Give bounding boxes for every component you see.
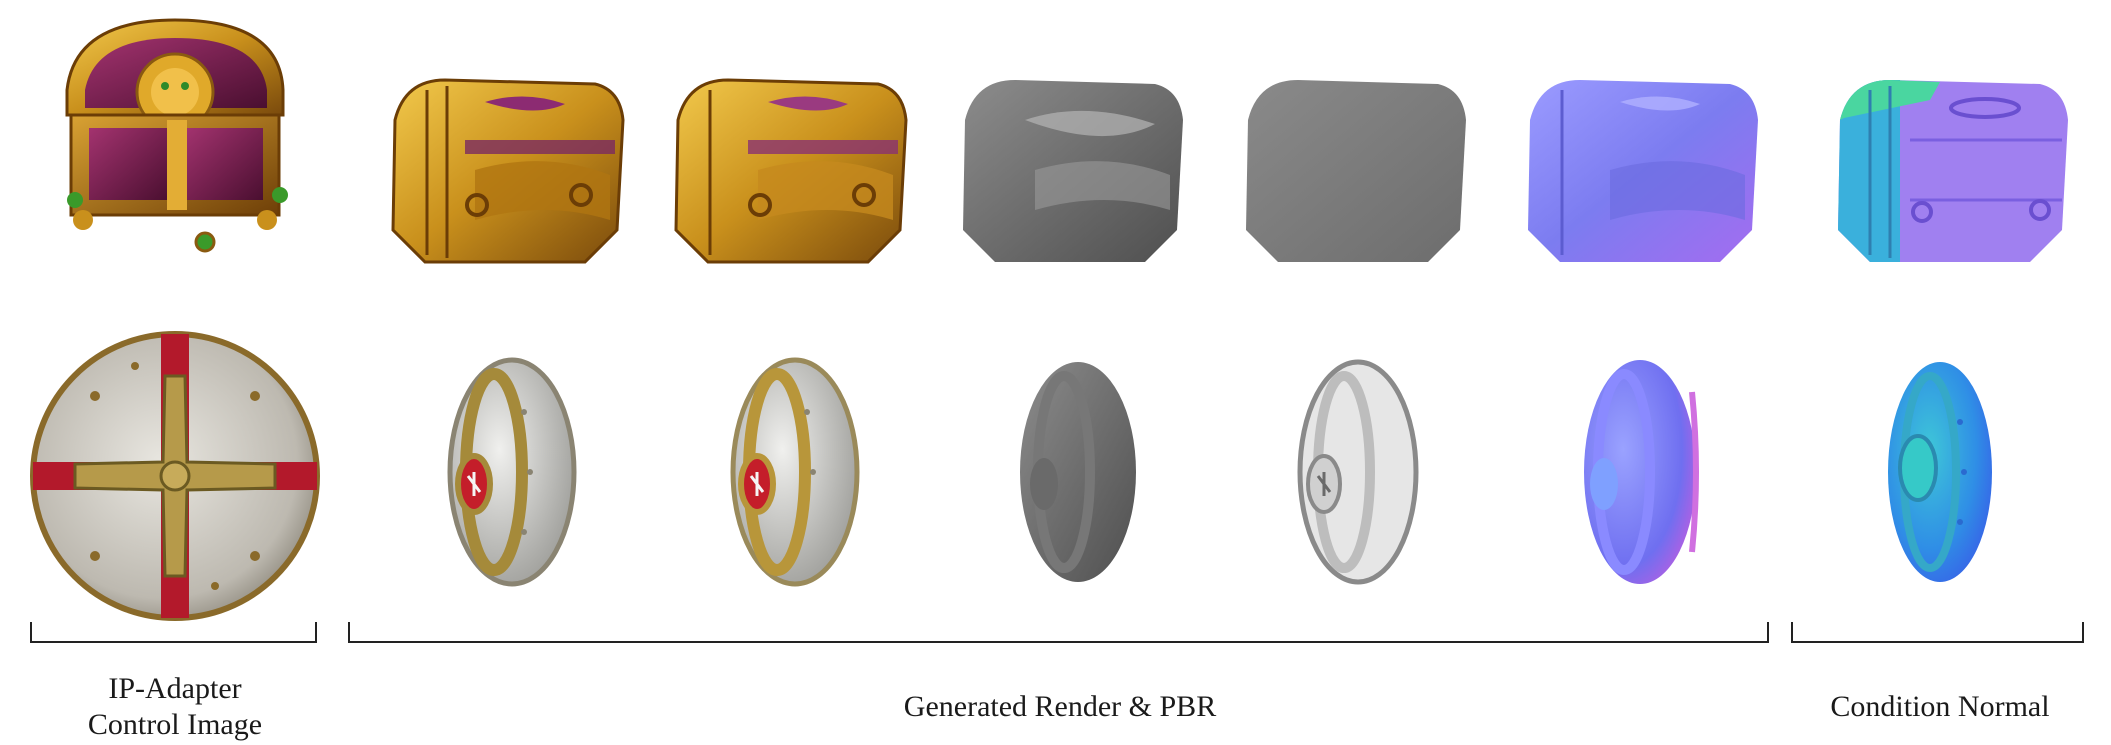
caption-generated: Generated Render & PBR [903,690,1217,723]
chest-condition-normal [1838,80,2068,262]
shield-metallic [1297,359,1419,585]
chest-pbr-normal [1528,80,1758,262]
bracket-ip-adapter [30,622,317,643]
chest-control-image [65,18,288,253]
caption-ip-adapter-line2: Control Image [87,708,263,741]
bracket-condition [1791,622,2084,643]
chest-roughness [963,80,1183,262]
shield-condition-normal [1888,362,1992,582]
shield-roughness [1020,362,1136,582]
chest-render [391,78,625,264]
shield-albedo [730,357,860,587]
caption-ip-adapter-line1: IP-Adapter [108,672,242,705]
chest-albedo [674,78,908,264]
caption-condition-normal: Condition Normal [1830,690,2050,723]
shield-control-image [30,331,320,621]
bracket-generated [348,622,1769,643]
chest-metallic [1246,80,1466,262]
shield-render [447,357,577,587]
shield-pbr-normal [1584,360,1699,584]
